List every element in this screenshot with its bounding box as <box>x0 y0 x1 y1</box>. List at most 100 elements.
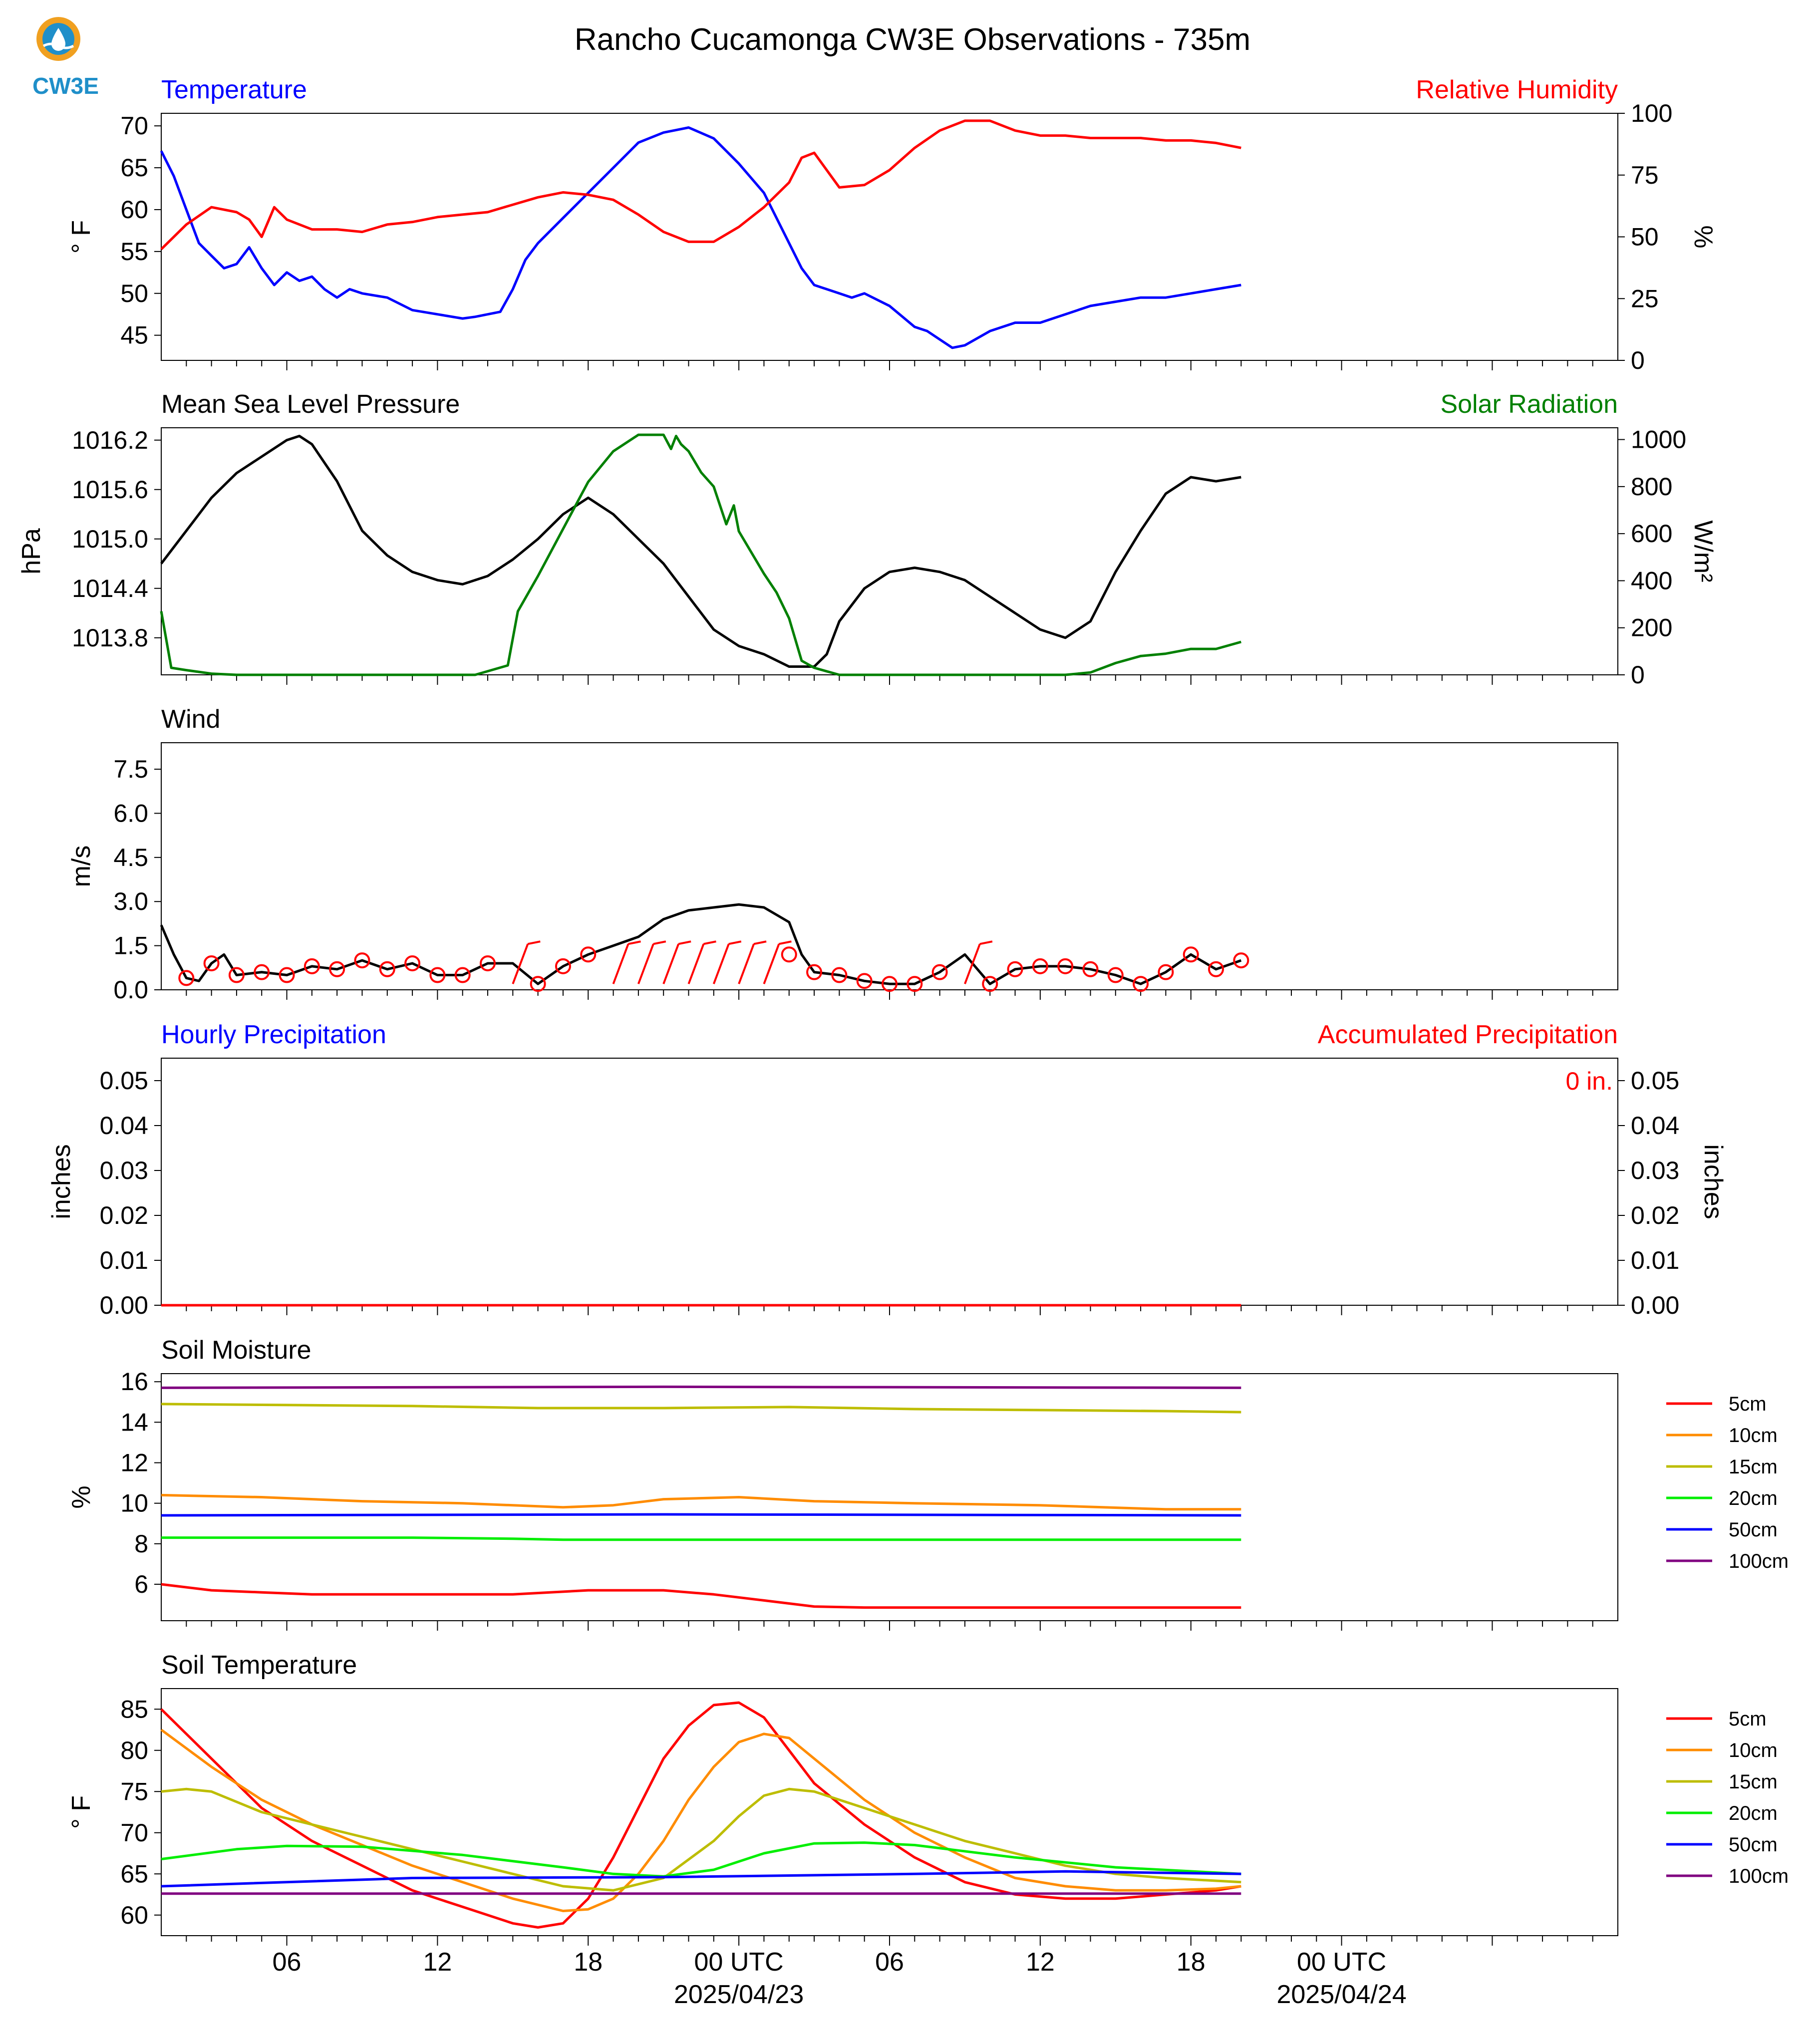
y-tick-label-right: 25 <box>1631 285 1659 312</box>
x-date-label: 2025/04/23 <box>674 1980 804 2009</box>
y-tick-label-right: 0 <box>1631 346 1645 374</box>
wind-barb-calm <box>354 952 370 969</box>
wind-barb-calm <box>1007 961 1023 977</box>
wind-barb-flag <box>753 940 767 945</box>
y-tick-label: 0.0 <box>113 976 148 1004</box>
y-tick-label: 0.01 <box>100 1246 148 1274</box>
wind-barb-calm <box>329 961 345 977</box>
wind-barb-calm <box>530 976 546 992</box>
series-line-right <box>160 433 1241 676</box>
series-line-right <box>160 119 1241 251</box>
wind-barb-flag <box>779 940 792 945</box>
wind-barb-flag <box>653 940 666 945</box>
panel-frame <box>161 113 1618 361</box>
y-tick-label: 1015.0 <box>72 525 148 553</box>
y-tick-label: 1015.6 <box>72 476 148 504</box>
wind-barb-flag <box>728 940 742 945</box>
wind-barb-staff <box>964 943 981 984</box>
chart-panels: Temperature Relative Humidity° F %45505560… <box>17 75 1789 1946</box>
panel-title: Soil Temperature <box>161 1651 357 1680</box>
wind-barb-flag <box>678 940 691 945</box>
logo-wave-icon <box>42 42 74 49</box>
series-line-5cm <box>160 1701 1241 1929</box>
wind-barb-calm <box>228 967 245 983</box>
series-line-left <box>160 126 1241 349</box>
y-tick-label-right: 0.05 <box>1631 1067 1679 1095</box>
wind-barb-calm <box>1208 961 1224 977</box>
panel-frame <box>161 1373 1618 1621</box>
y-tick-label: 1014.4 <box>72 575 148 602</box>
wind-barb-staff <box>687 943 705 984</box>
x-tick-label: 06 <box>875 1948 904 1977</box>
y-axis-label-right: % <box>1689 225 1718 248</box>
series-line-20cm <box>161 1536 1241 1541</box>
legend: 5cm 10cm 15cm 20cm 50cm 100cm <box>1666 1708 1789 1887</box>
y-axis-label: ° F <box>67 220 96 254</box>
y-tick-label: 8 <box>134 1530 148 1558</box>
x-tick-label: 12 <box>1026 1948 1055 1977</box>
panel-title: Soil Moisture <box>161 1336 311 1365</box>
wind-barb-staff <box>763 943 780 984</box>
y-tick-label: 6.0 <box>113 799 148 827</box>
y-tick-label-right: 50 <box>1631 223 1659 251</box>
series-line-20cm <box>161 1841 1241 1878</box>
wind-barb-staff <box>612 943 629 984</box>
panel-title: Wind <box>161 705 220 734</box>
wind-barb-calm <box>882 976 898 992</box>
panel-hourly-precipitation: Hourly Precipitation Accumulated Precipit… <box>47 1020 1728 1319</box>
panel-title-right: Solar Radiation <box>1440 390 1618 419</box>
y-tick-label: 3.0 <box>113 887 148 915</box>
y-tick-label: 80 <box>120 1737 148 1764</box>
legend: 5cm 10cm 15cm 20cm 50cm 100cm <box>1666 1393 1789 1572</box>
logo-text: CW3E <box>32 73 99 99</box>
y-axis-label: hPa <box>17 528 46 575</box>
panel-wind: Wind m/s 0.0 1.5 3.0 4.5 6.0 7.5 <box>67 705 1618 1004</box>
y-tick-label-right: 0.01 <box>1631 1246 1679 1274</box>
legend-label-5cm: 5cm <box>1729 1708 1767 1730</box>
y-tick-label: 0.02 <box>100 1201 148 1229</box>
accumulated-total: 0 in. <box>1565 1067 1613 1095</box>
legend-label-100cm: 100cm <box>1729 1550 1789 1572</box>
wind-barb-calm <box>279 967 295 983</box>
series-line-10cm <box>161 1493 1241 1511</box>
y-tick-label: 16 <box>120 1368 148 1396</box>
panel-soil-moisture: Soil Moisture%68101214165cm10cm15cm20cm5… <box>67 1336 1789 1631</box>
y-tick-label-right: 0.04 <box>1631 1112 1679 1140</box>
panel-temperature: Temperature Relative Humidity ° F % 45 50 55 60… <box>67 75 1718 374</box>
wind-barb-staff <box>512 943 529 984</box>
y-tick-label: 85 <box>120 1695 148 1723</box>
legend-label-10cm: 10cm <box>1729 1425 1778 1447</box>
wind-barb-calm <box>982 976 998 992</box>
wind-barb-calm <box>1057 958 1074 974</box>
y-axis-label: ° F <box>67 1795 96 1829</box>
time-axis-labels: 06 12 18 00 UTC 06 12 18 00 UTC 2025/04/23 2025/0… <box>273 1948 1407 2009</box>
y-tick-label-right: 200 <box>1631 614 1672 642</box>
wind-barb-calm <box>454 967 471 983</box>
wind-barb-calm <box>1183 946 1199 963</box>
y-tick-label: 45 <box>120 321 148 349</box>
series-line-100cm <box>161 1385 1241 1389</box>
wind-barb-calm <box>931 964 948 980</box>
legend-label-50cm: 50cm <box>1729 1834 1778 1856</box>
wind-barb-staff <box>712 943 730 984</box>
wind-barb-calm <box>254 964 270 980</box>
logo: CW3E <box>32 17 99 99</box>
wind-barb-calm <box>303 958 320 974</box>
panel-title: Temperature <box>161 75 307 104</box>
panel-title: Mean Sea Level Pressure <box>161 390 460 419</box>
series-line-5cm <box>161 1583 1241 1609</box>
y-tick-label-right: 100 <box>1631 99 1672 127</box>
wind-barb-calm <box>1082 961 1099 977</box>
wind-barb-calm <box>1032 958 1048 974</box>
x-tick-label: 00 UTC <box>1297 1948 1386 1977</box>
wind-barb-staff <box>738 943 755 984</box>
wind-barb-calm <box>429 967 446 983</box>
y-axis-label: inches <box>47 1144 76 1219</box>
panel-title: Hourly Precipitation <box>161 1020 386 1049</box>
y-tick-label: 1013.8 <box>72 624 148 652</box>
y-tick-label: 0.00 <box>100 1291 148 1319</box>
x-date-label: 2025/04/24 <box>1276 1980 1406 2009</box>
y-tick-label-right: 0.02 <box>1631 1201 1679 1229</box>
y-tick-label-right: 800 <box>1631 473 1672 501</box>
y-tick-label: 50 <box>120 280 148 307</box>
